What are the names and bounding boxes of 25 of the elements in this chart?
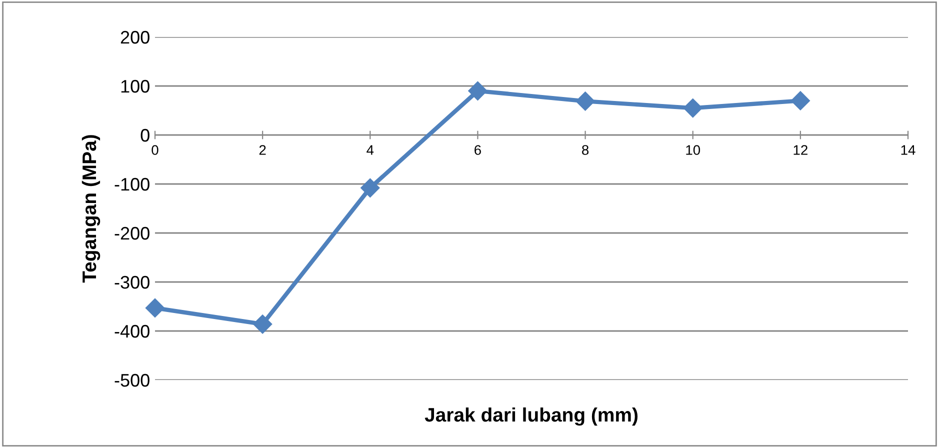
x-tick-label: 4 [366,145,374,155]
point [576,92,595,111]
point [253,314,272,334]
y-tick-label: -500 [114,374,150,387]
point [145,298,165,318]
x-tick-label: 10 [686,145,700,155]
x-tick-label: 2 [259,145,266,155]
x-tick-label: 0 [152,145,158,155]
x-tick-label: 14 [901,145,916,155]
y-tick-label: -300 [114,276,150,289]
x-tick-label: 6 [474,145,481,155]
point [683,98,702,118]
x-axis-title: Jarak dari lubang (mm) [424,407,638,426]
y-tick-label: 200 [120,30,150,44]
point [790,91,810,110]
y-tick-label: -100 [114,178,150,191]
y-tick-label: -200 [114,226,150,240]
y-tick-label: -400 [114,324,150,338]
y-tick-label: 100 [121,80,150,93]
x-tick-label: 8 [582,145,589,155]
y-axis-title: Tegangan (MPa) [82,135,100,283]
y-tick-label: 0 [140,128,150,142]
point [468,81,488,100]
point [360,178,380,198]
x-tick-label: 12 [794,145,808,155]
